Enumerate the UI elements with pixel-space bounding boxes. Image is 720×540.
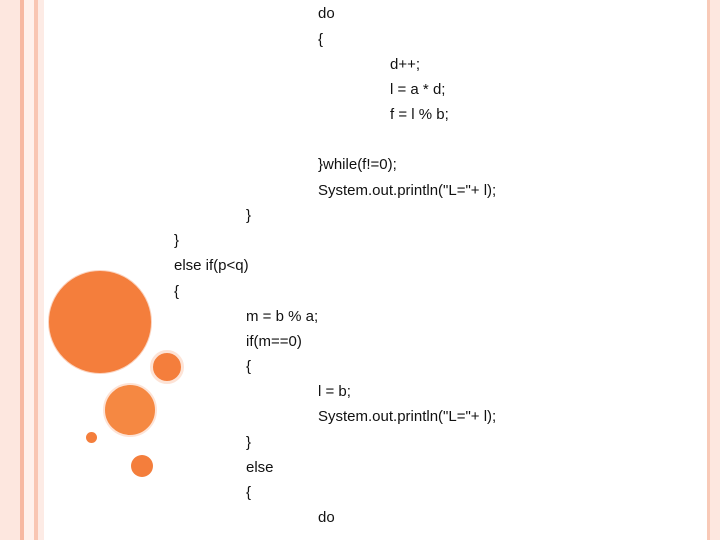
code-line: do <box>318 5 335 22</box>
decor-circle-medium <box>150 350 184 384</box>
decor-circle-small <box>131 455 153 477</box>
code-line: { <box>246 484 252 501</box>
code-line: else <box>246 459 274 476</box>
left-decor-stripe <box>24 0 34 540</box>
code-line: System.out.println("L="+ l); <box>318 408 497 425</box>
code-line: } <box>246 434 252 451</box>
code-line: m = b % a; <box>246 308 319 325</box>
code-line: } <box>246 207 252 224</box>
right-decor-stripe <box>707 0 710 540</box>
code-line: do <box>318 509 335 526</box>
left-decor-stripe <box>34 0 38 540</box>
code-line: { <box>174 283 180 300</box>
code-line: { <box>246 358 252 375</box>
code-line: else if(p<q) <box>174 257 249 274</box>
code-line: } <box>174 232 180 249</box>
code-line: System.out.println("L="+ l); <box>318 182 497 199</box>
code-line: d++; <box>390 56 421 73</box>
code-line: }while(f!=0); <box>318 156 397 173</box>
code-line: l = b; <box>318 383 351 400</box>
left-decor-stripe <box>0 0 20 540</box>
code-line: if(m==0) <box>246 333 302 350</box>
decor-circle-large <box>48 270 152 374</box>
decor-circle-medium <box>103 383 157 437</box>
code-line: l = a * d; <box>390 81 446 98</box>
code-line: f = l % b; <box>390 106 449 123</box>
decor-circle-small <box>86 432 97 443</box>
left-decor-stripe <box>20 0 24 540</box>
right-decor-stripe <box>710 0 720 540</box>
code-line: { <box>318 31 324 48</box>
left-decor-stripe <box>38 0 44 540</box>
